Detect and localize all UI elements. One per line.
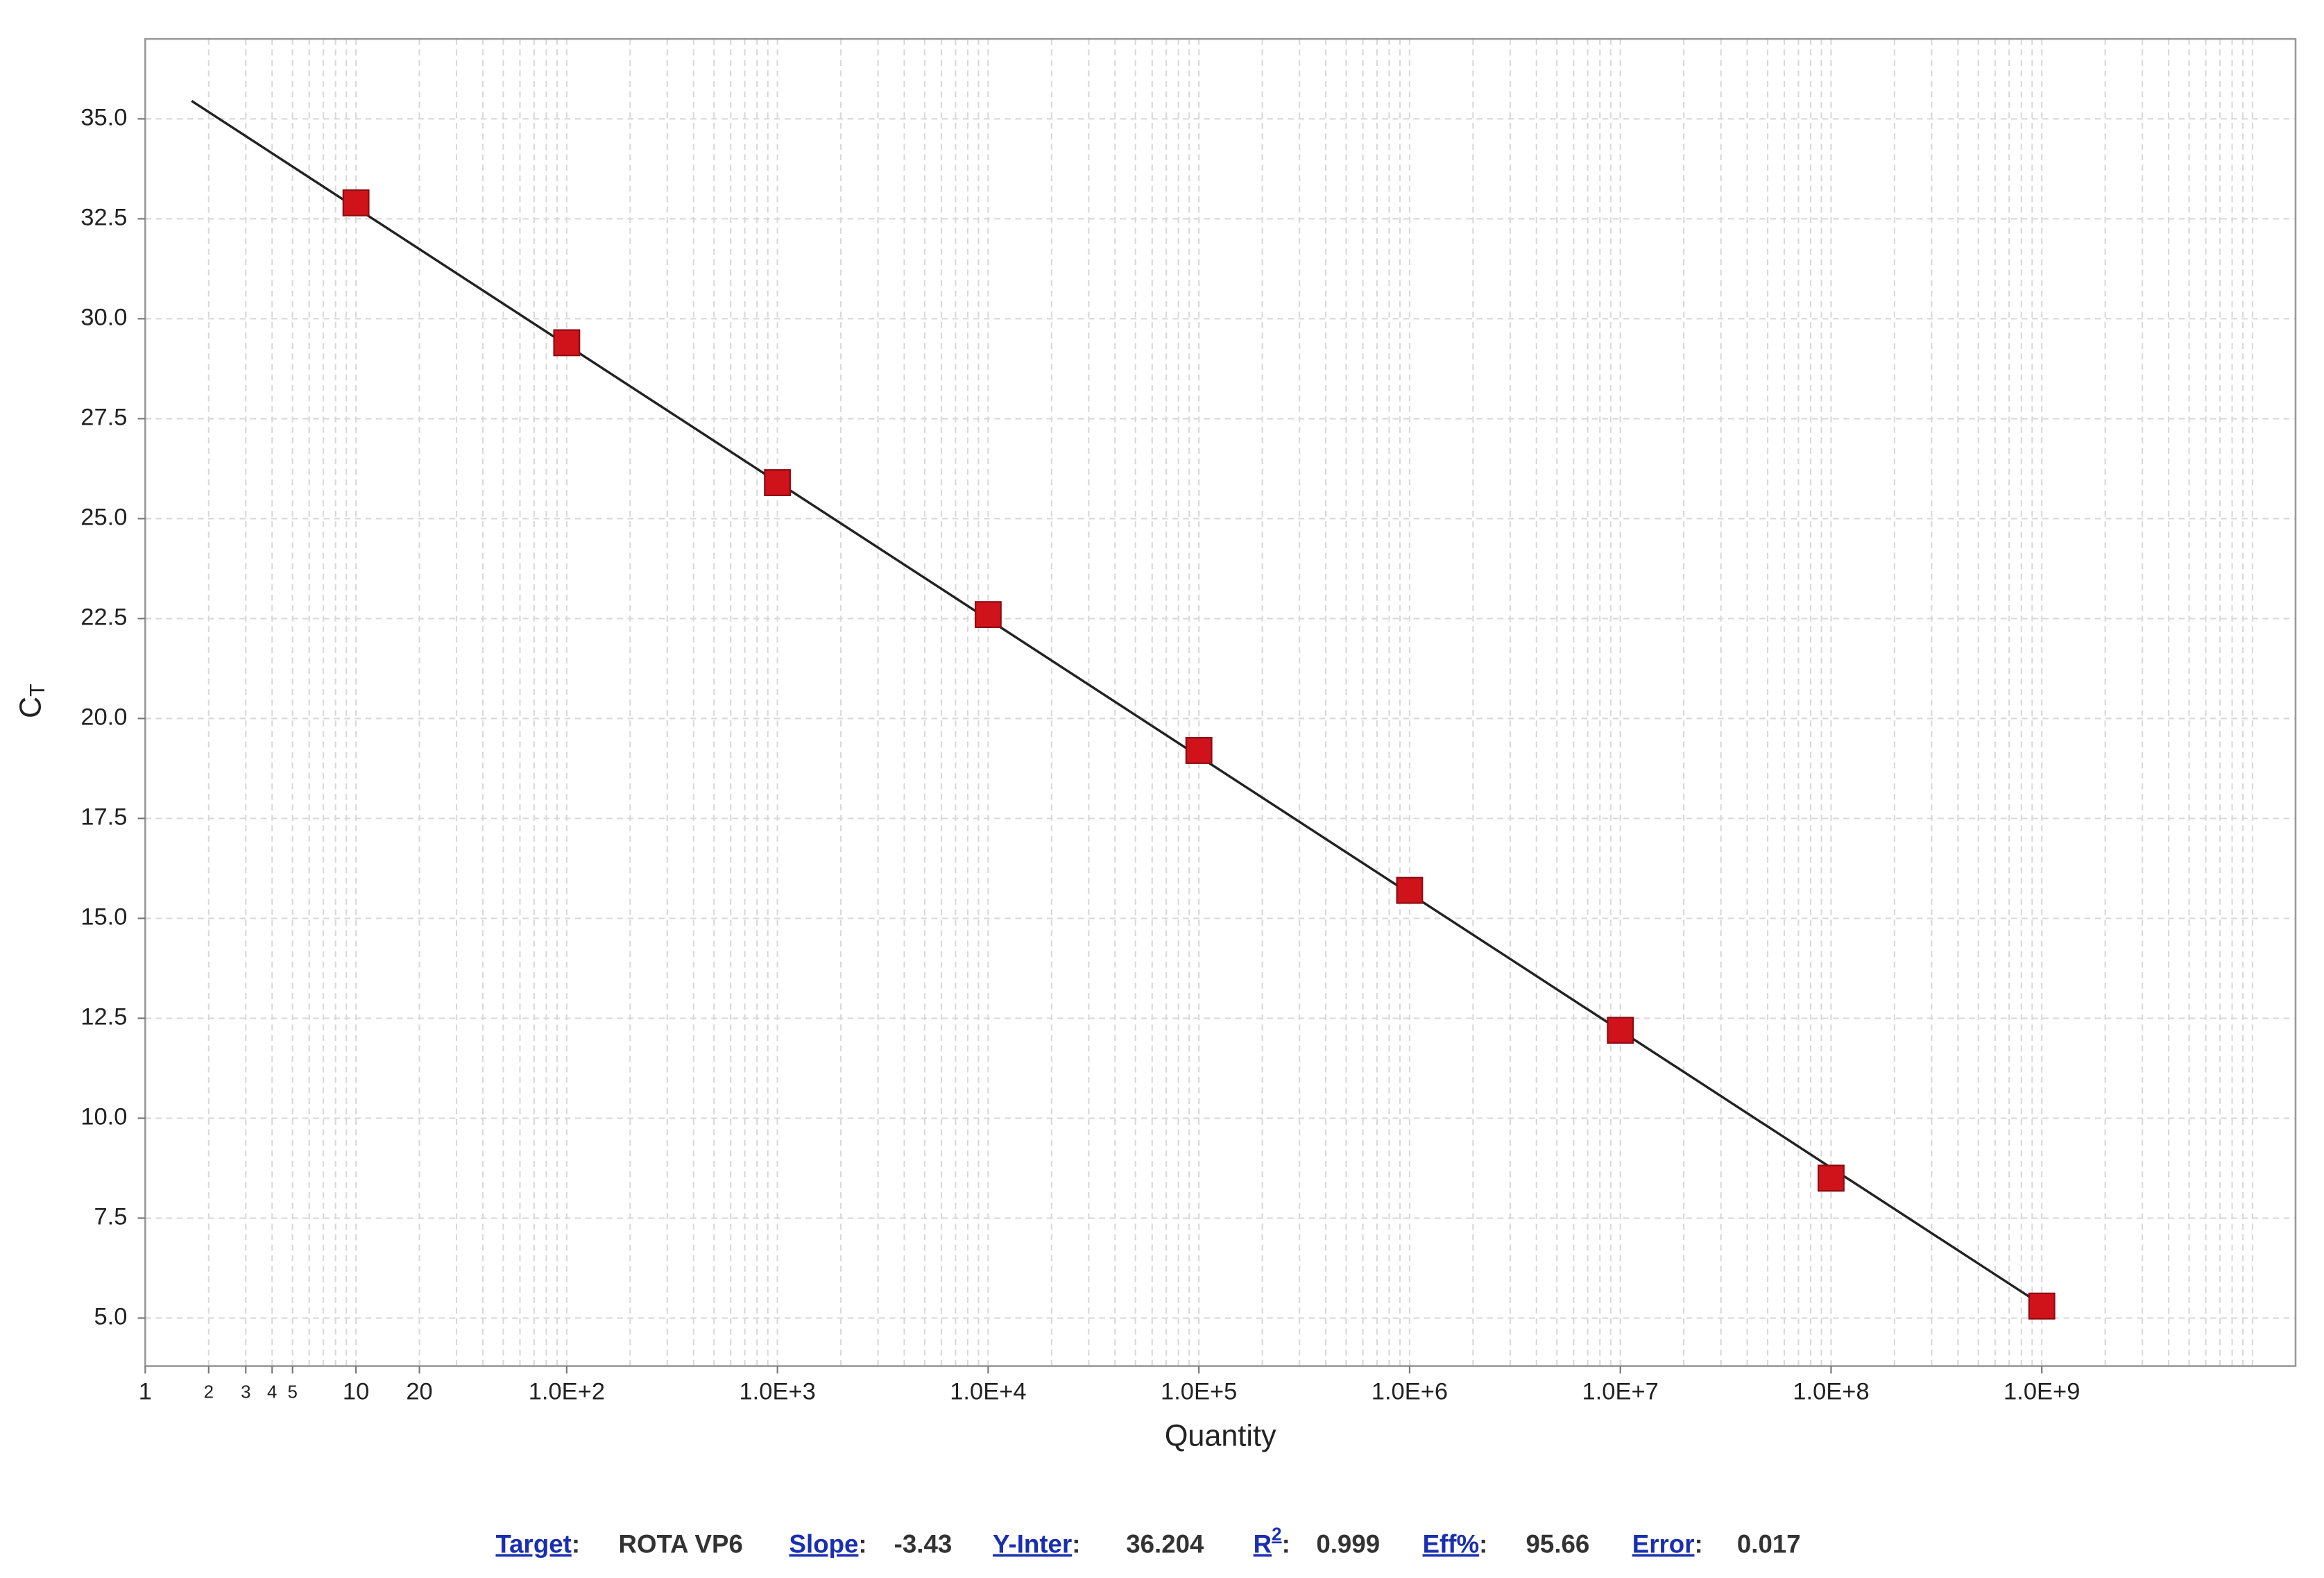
stat-label: Y-Inter: [993,1529,1080,1558]
data-point [1818,1164,1845,1192]
y-axis-label: CT [15,684,49,718]
x-tick-label: 1.0E+5 [1161,1379,1237,1405]
stat-label: R2: [1254,1525,1290,1558]
stat-value: -3.43 [894,1529,952,1558]
y-tick-label: 12.5 [80,1004,127,1030]
y-tick-label: 35.0 [80,104,127,130]
stat-separator: : [858,1529,866,1558]
stat-label: Target: [495,1529,580,1558]
x-tick-label: 5 [287,1382,297,1402]
data-point [553,329,581,357]
stat-link[interactable]: Eff% [1423,1529,1480,1558]
x-tick-label: 4 [267,1382,277,1402]
fit-stats: Target: ROTA VP6 Slope: -3.43 Y-Inter: 36.204… [495,1525,1800,1558]
data-point [974,601,1002,629]
stat-link[interactable]: Slope [789,1529,859,1558]
x-tick-label: 2 [204,1382,214,1402]
x-tick-label: 1.0E+8 [1793,1379,1869,1405]
x-tick-label: 1.0E+3 [739,1379,815,1405]
stat-link[interactable]: Target [495,1529,571,1558]
x-tick-label: 20 [406,1379,432,1405]
y-tick-label: 30.0 [80,304,127,330]
data-point [764,469,792,496]
stat-separator: : [1072,1529,1080,1558]
grid [145,39,2296,1366]
y-axis-label-sub: T [26,684,49,696]
stat-value: 95.66 [1526,1529,1590,1558]
x-tick-label: 1.0E+2 [529,1379,605,1405]
plot-frame [144,37,2297,1367]
y-tick-label: 25.0 [80,504,127,530]
x-tick-label: 1.0E+6 [1372,1379,1448,1405]
y-axis-label-main: C [15,697,48,718]
fit-line [191,99,2043,1306]
y-tick-label: 27.5 [80,404,127,430]
data-point [342,189,370,217]
data-point [1185,737,1213,764]
stat-value: ROTA VP6 [618,1529,742,1558]
y-tick-label: 15.0 [80,904,127,931]
y-tick-label: 7.5 [94,1204,127,1230]
stat-label: Eff%: [1423,1529,1488,1558]
marks [191,99,2056,1320]
x-tick-label: 1.0E+9 [2003,1379,2080,1405]
x-tick-label: 1.0E+7 [1582,1379,1659,1405]
data-point [1607,1017,1634,1044]
stat-separator: : [572,1529,580,1558]
x-tick-label: 1.0E+4 [950,1379,1026,1405]
stat-value: 36.204 [1126,1529,1204,1558]
y-tick-label: 17.5 [80,804,127,831]
x-tick-label: 1 [139,1379,152,1405]
y-tick-label: 20.0 [80,704,127,731]
y-tick-label: 10.0 [80,1104,127,1130]
stat-separator: : [1694,1529,1702,1558]
stat-label: Error: [1632,1529,1703,1558]
x-tick-label: 3 [241,1382,250,1402]
stat-value: 0.999 [1316,1529,1380,1558]
y-tick-label: 32.5 [80,204,127,230]
stat-link[interactable]: Error [1632,1529,1695,1558]
x-tick-label: 10 [343,1379,369,1405]
x-axis-label: Quantity [1165,1420,1276,1453]
y-tick-label: 22.5 [80,604,127,631]
stat-label: Slope: [789,1529,867,1558]
stat-value: 0.017 [1737,1529,1801,1558]
stat-separator: : [1282,1529,1290,1558]
stat-separator: : [1479,1529,1487,1558]
stat-superscript[interactable]: 2 [1272,1525,1281,1544]
stat-link[interactable]: Y-Inter [993,1529,1072,1558]
stat-link[interactable]: R [1254,1529,1272,1558]
y-tick-label: 5.0 [94,1304,127,1330]
data-point [1396,876,1424,904]
data-point [2028,1292,2056,1320]
